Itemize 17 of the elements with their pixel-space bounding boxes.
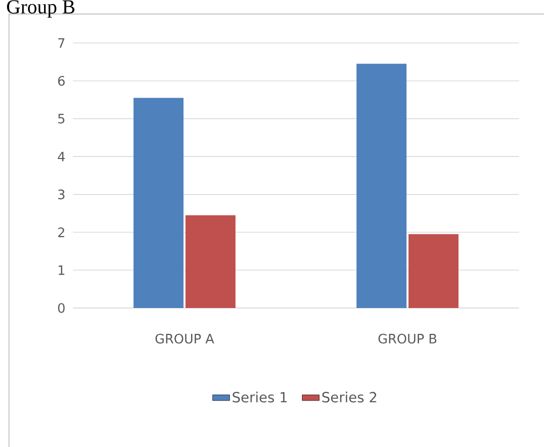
bar [186, 215, 236, 308]
y-tick-label: 1 [58, 265, 64, 275]
bar [134, 98, 184, 308]
x-tick-label: GROUP A [155, 334, 214, 344]
legend-label: Series 2 [322, 392, 376, 402]
y-tick-label: 0 [58, 303, 65, 313]
y-tick-label: 3 [58, 190, 64, 200]
x-tick-label: GROUP B [378, 334, 436, 344]
bar [408, 234, 459, 308]
bar [356, 64, 407, 308]
y-tick-label: 6 [58, 76, 65, 86]
y-tick-label: 5 [58, 114, 64, 124]
legend-label: Series 1 [232, 392, 287, 402]
y-tick-label: 2 [58, 227, 64, 238]
y-tick-label: 4 [58, 152, 65, 162]
chart-title: Group B [7, 0, 74, 18]
y-tick-label: 7 [58, 38, 64, 48]
